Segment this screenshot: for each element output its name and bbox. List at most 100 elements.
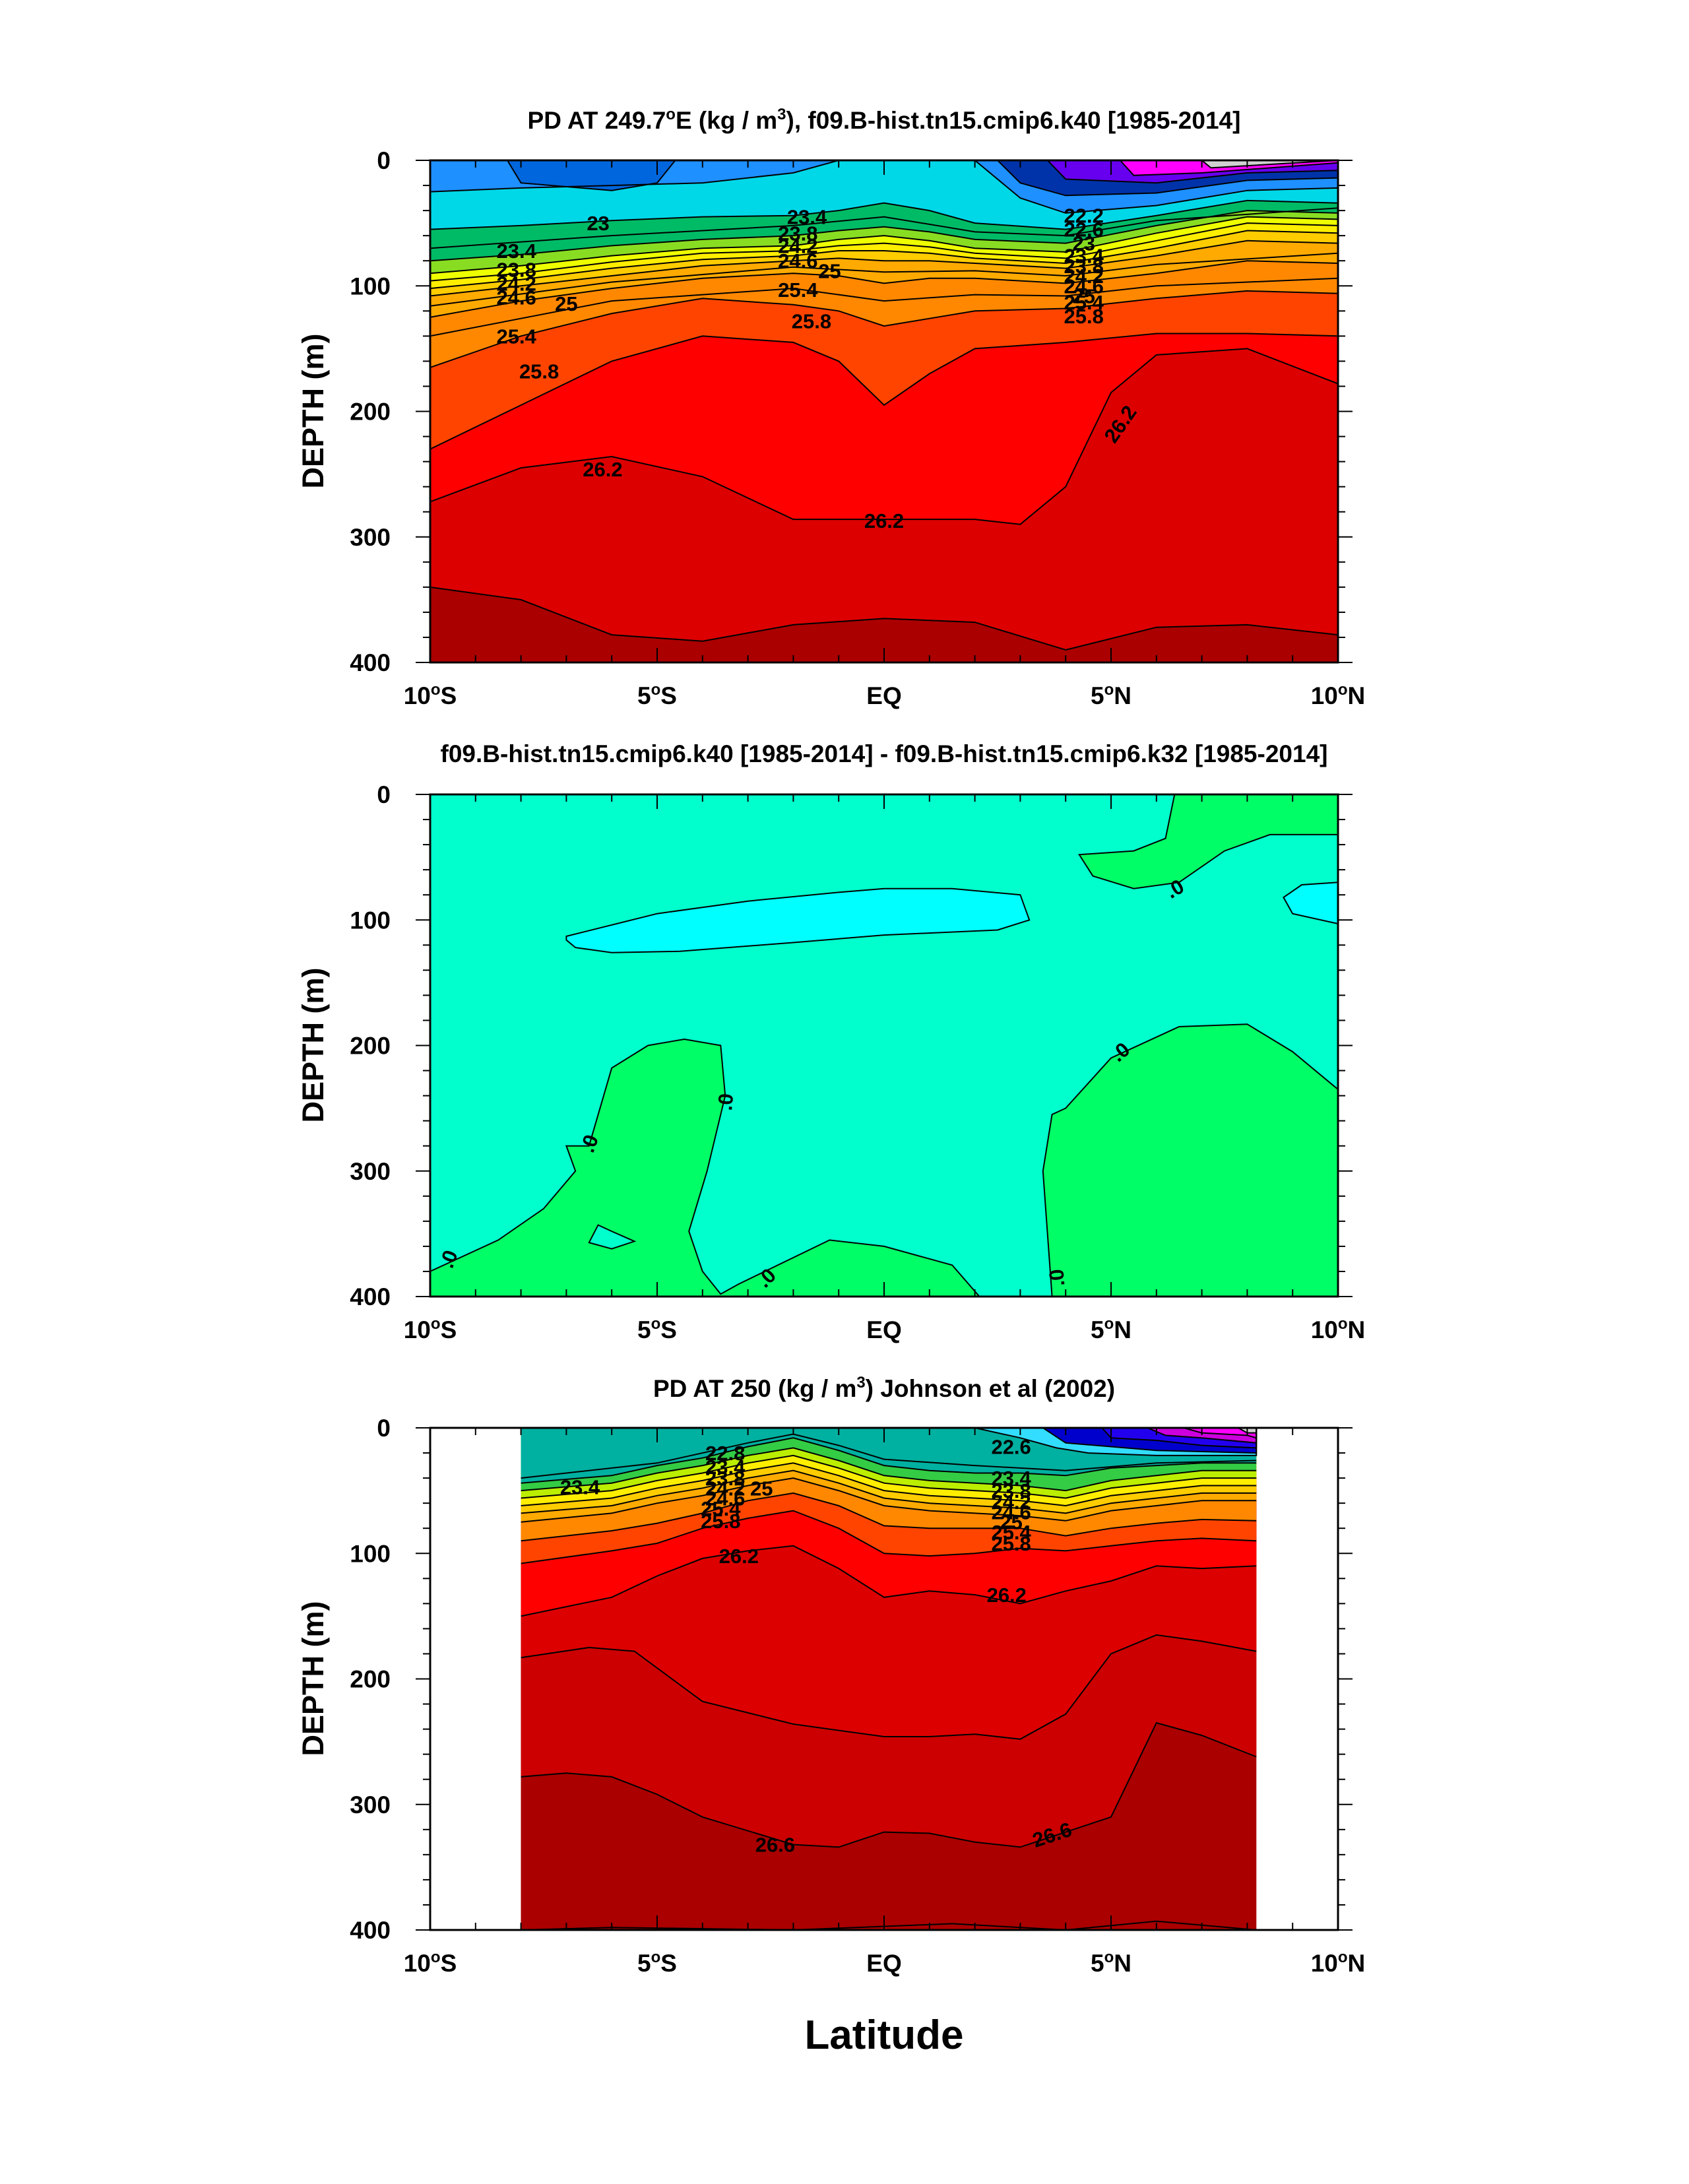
x-tick-label: EQ — [866, 1950, 901, 1977]
contour-line-25 — [521, 1469, 1257, 1514]
contour-line-23.4 — [430, 210, 1338, 262]
contour-label: 25.8 — [1064, 305, 1104, 328]
contour-label: 25.4 — [991, 1521, 1031, 1544]
difference-region-0 — [588, 1224, 637, 1250]
y-tick-label: 300 — [350, 524, 391, 551]
contour-line-24.6 — [430, 230, 1338, 290]
contour-label: 23.4 — [497, 240, 537, 263]
x-tick-label: 5oS — [637, 681, 677, 709]
x-tick-label: 10oS — [404, 681, 457, 709]
difference-region-0.02 — [1078, 794, 1338, 889]
x-tick-label: 5oS — [637, 1948, 677, 1977]
panel-2-plot: .0.0.0.0.0.0.0 — [430, 794, 1338, 1297]
contour-line-23.8 — [521, 1447, 1257, 1492]
x-tick-label: 10oS — [404, 1948, 457, 1977]
panel-3-axes: 0 100 200 300 400 10oS 5oS EQ 5oN 10oN — [350, 1415, 1365, 1977]
y-tick-label: 400 — [350, 1917, 391, 1944]
contour-label: 23 — [1072, 232, 1095, 255]
contour-label: 23.4 — [705, 1456, 746, 1479]
y-tick-label: 300 — [350, 1791, 391, 1818]
contour-label: 22.2 — [1064, 205, 1104, 228]
contour-line-22 — [997, 160, 1338, 197]
contour-line-22.4 — [1042, 1428, 1258, 1454]
contour-label: 24.6 — [1064, 274, 1104, 298]
contour-label: 24.2 — [497, 272, 536, 295]
contour-line-22.8 — [521, 1433, 1257, 1479]
panel-3-ylabel: DEPTH (m) — [296, 1601, 330, 1756]
y-tick-label: 200 — [350, 399, 391, 426]
contour-line-25.6 — [430, 277, 1338, 337]
contour-label: 23.8 — [705, 1467, 745, 1490]
x-tick-label: 10oN — [1311, 681, 1366, 709]
difference-region-0.02 — [430, 1038, 980, 1297]
contour-line-26.2 — [521, 1545, 1257, 1617]
contour-label: 25 — [818, 259, 841, 282]
contour-label: 23.8 — [497, 259, 536, 282]
contour-label: 22.6 — [991, 1436, 1031, 1459]
contour-label: 24.2 — [705, 1477, 745, 1500]
difference-region-0.02 — [1042, 1023, 1338, 1297]
contour-label: 25 — [555, 292, 577, 315]
contour-label: 26.6 — [755, 1834, 795, 1857]
contour-line-25.2 — [430, 252, 1338, 307]
contour-line-23.2 — [430, 207, 1338, 249]
y-tick-label: 200 — [350, 1033, 391, 1060]
contour-line-26.6 — [521, 1721, 1257, 1848]
contour-label: 24.2 — [778, 234, 817, 257]
panel-2-axes: 0 100 200 300 400 10oS 5oS EQ 5oN 10oN — [350, 781, 1365, 1343]
contour-line-26.4 — [430, 586, 1338, 651]
x-tick-label: 10oS — [404, 1315, 457, 1343]
contour-label: 25.4 — [497, 325, 537, 348]
contour-label: 26.2 — [987, 1584, 1027, 1607]
x-tick-label: 5oN — [1091, 681, 1131, 709]
contour-label: .0 — [713, 1093, 738, 1112]
contour-label: 26.2 — [719, 1545, 759, 1568]
panel-1-axes: 0 100 200 300 400 10oS 5oS EQ 5oN 10oN — [350, 147, 1365, 709]
y-tick-label: 400 — [350, 1283, 391, 1310]
x-tick-label: 5oS — [637, 1315, 677, 1343]
contour-line-20 — [1120, 160, 1338, 176]
contour-label: 24.2 — [991, 1491, 1031, 1514]
contour-label: 25 — [1000, 1511, 1022, 1534]
contour-line-19 — [1201, 160, 1338, 169]
contour-line-25.8 — [521, 1492, 1257, 1542]
contour-line-24.2 — [430, 222, 1338, 282]
contour-label: 26.2 — [583, 458, 622, 481]
contour-label: 25.8 — [991, 1532, 1031, 1555]
x-tick-label: 10oN — [1311, 1315, 1366, 1343]
contour-line-21.8 — [1101, 1428, 1258, 1449]
contour-line-21 — [1046, 160, 1338, 184]
contour-label: 26.2 — [864, 509, 904, 532]
contour-label: 23.4 — [787, 206, 827, 229]
y-tick-label: 300 — [350, 1158, 391, 1185]
difference-region--0.02 — [1283, 882, 1338, 925]
contour-line-25 — [430, 240, 1338, 297]
y-tick-label: 0 — [377, 1415, 391, 1442]
contour-label: 25 — [750, 1477, 773, 1500]
contour-label: 24.6 — [705, 1487, 745, 1510]
contour-label: 22.6 — [1064, 218, 1104, 241]
contour-line-20.5 — [1183, 1428, 1258, 1439]
contour-label: 24.6 — [991, 1500, 1031, 1524]
contour-label: 23.8 — [1064, 255, 1104, 278]
contour-line-23.4 — [521, 1437, 1257, 1484]
contour-label: 25.8 — [792, 310, 831, 333]
contour-line-22.6 — [430, 160, 1338, 214]
contour-line-20 — [1238, 1428, 1258, 1434]
contour-line-25.8 — [430, 290, 1338, 368]
y-tick-label: 100 — [350, 273, 391, 300]
contour-label: 25.8 — [519, 360, 559, 383]
contour-line-26 — [430, 333, 1338, 450]
contour-label: 24.6 — [778, 249, 817, 273]
panel-2-ylabel: DEPTH (m) — [296, 968, 330, 1123]
contour-label: 23.8 — [778, 222, 817, 245]
contour-label: 25.4 — [1064, 291, 1104, 314]
contour-label: 25.4 — [701, 1497, 741, 1520]
contour-label: 23 — [587, 212, 609, 235]
contour-label: 23.4 — [560, 1475, 600, 1498]
panel-3-plot: 23.422.823.423.824.224.6 2525.425.826.222… — [521, 1428, 1258, 1930]
difference-region--0.02 — [565, 887, 1031, 953]
contour-label: 25.8 — [701, 1510, 740, 1533]
y-tick-label: 200 — [350, 1666, 391, 1693]
